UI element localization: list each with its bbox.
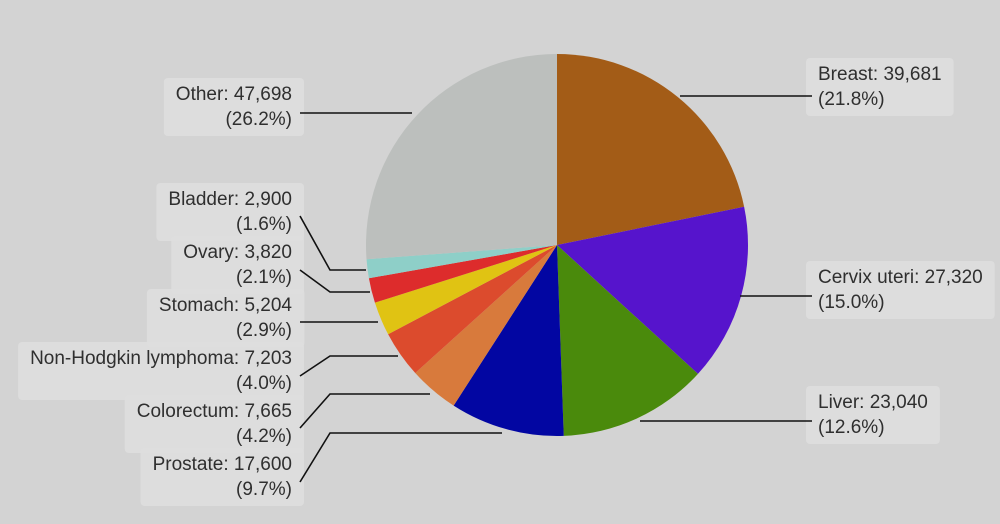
leader-line-prostate (299, 432, 502, 483)
slice-label-other: Other: 47,698 (26.2%) (163, 78, 412, 136)
slice-label-background (806, 58, 954, 116)
slice-label-bladder: Bladder: 2,900 (1.6%) (156, 183, 366, 271)
pie-slice-other[interactable] (365, 54, 557, 260)
slice-label-ovary: Ovary: 3,820 (2.1%) (171, 236, 370, 294)
slice-label-percent: (21.8%) (818, 89, 885, 110)
slice-label-name-value: Bladder: 2,900 (168, 189, 292, 210)
leader-line-non-hodgkin-lymphoma (299, 355, 398, 377)
slice-label-name-value: Stomach: 5,204 (159, 295, 293, 316)
leader-line-bladder (299, 215, 366, 271)
slice-label-name-value: Other: 47,698 (176, 84, 292, 105)
slice-label-name-value: Non-Hodgkin lymphoma: 7,203 (30, 348, 292, 369)
slice-label-background (806, 261, 995, 319)
slice-label-background (146, 289, 305, 347)
slice-label-colorectum: Colorectum: 7,665 (4.2%) (124, 393, 430, 453)
slice-label-cervix-uteri: Cervix uteri: 27,320 (15.0%) (740, 261, 995, 319)
slice-label-percent: (4.2%) (236, 426, 292, 447)
slice-label-percent: (26.2%) (225, 109, 292, 130)
slice-label-liver: Liver: 23,040 (12.6%) (640, 386, 940, 444)
slice-label-name-value: Liver: 23,040 (818, 392, 928, 413)
slice-label-background (806, 386, 940, 444)
pie-slice-stomach[interactable] (374, 245, 557, 335)
slice-label-percent: (2.9%) (236, 320, 292, 341)
slice-label-background (163, 78, 304, 136)
pie-slice-liver[interactable] (557, 245, 698, 436)
slice-labels: Breast: 39,681 (21.8%) Cervix uteri: 27,32… (18, 58, 995, 506)
slice-label-stomach: Stomach: 5,204 (2.9%) (146, 289, 378, 347)
pie-slice-non-hodgkin-lymphoma[interactable] (388, 245, 557, 374)
slice-label-breast: Breast: 39,681 (21.8%) (680, 58, 954, 116)
slice-label-percent: (15.0%) (818, 292, 885, 313)
slice-label-background (156, 183, 304, 241)
slice-label-name-value: Ovary: 3,820 (183, 242, 292, 263)
pie-slice-ovary[interactable] (368, 245, 557, 303)
slice-label-percent: (4.0%) (236, 373, 292, 394)
pie-slices (365, 54, 749, 436)
slice-label-background (18, 342, 304, 400)
slice-label-percent: (12.6%) (818, 417, 885, 438)
slice-label-non-hodgkin-lymphoma: Non-Hodgkin lymphoma: 7,203 (4.0%) (18, 342, 398, 400)
pie-slice-bladder[interactable] (366, 245, 557, 279)
pie-slice-prostate[interactable] (453, 245, 564, 436)
slice-label-background (140, 448, 304, 506)
slice-label-percent: (9.7%) (236, 479, 292, 500)
slice-label-background (124, 395, 304, 453)
pie-slice-cervix-uteri[interactable] (557, 206, 749, 374)
leader-line-ovary (299, 269, 370, 293)
pie-slice-breast[interactable] (557, 54, 745, 245)
slice-label-name-value: Cervix uteri: 27,320 (818, 267, 983, 288)
leader-line-colorectum (299, 393, 430, 429)
slice-label-prostate: Prostate: 17,600 (9.7%) (140, 432, 502, 506)
slice-label-percent: (1.6%) (236, 214, 292, 235)
slice-label-background (171, 236, 304, 294)
pie-slice-colorectum[interactable] (415, 245, 557, 406)
slice-label-name-value: Breast: 39,681 (818, 64, 942, 85)
slice-label-name-value: Prostate: 17,600 (153, 454, 292, 475)
slice-label-name-value: Colorectum: 7,665 (137, 401, 292, 422)
slice-label-percent: (2.1%) (236, 267, 292, 288)
